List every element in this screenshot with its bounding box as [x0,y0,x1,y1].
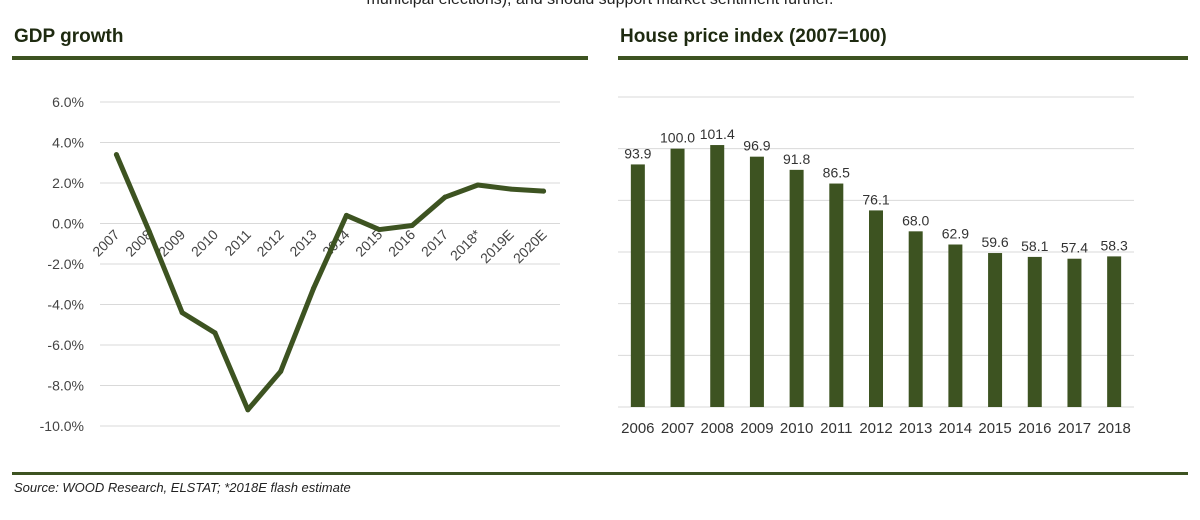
hpi-bar [630,164,645,407]
gdp-data-point [442,194,448,200]
hpi-x-tick-label: 2008 [701,420,734,437]
intro-text-fragment: municipal elections), and should support… [0,0,1200,9]
hpi-bar [869,210,883,407]
gdp-y-tick-label: -8.0% [47,378,84,394]
hpi-x-tick-label: 2006 [621,420,654,437]
gdp-data-point [541,188,547,194]
hpi-x-tick-label: 2018 [1097,420,1130,437]
gdp-y-tick-label: -2.0% [47,256,84,272]
gdp-x-tick-label: 2013 [286,226,319,259]
hpi-bar [670,148,685,407]
hpi-data-label: 91.8 [783,151,810,167]
gdp-data-point [278,368,284,374]
hpi-bar [1067,258,1082,407]
hpi-x-tick-label: 2016 [1018,420,1051,437]
gdp-y-tick-label: 4.0% [52,135,84,151]
hpi-bar [988,253,1003,407]
hpi-data-label: 101.4 [700,126,735,142]
hpi-bar [1027,256,1042,407]
hpi-x-tick-label: 2012 [859,420,892,437]
gdp-x-tick-label: 2012 [253,226,286,259]
hpi-data-label: 62.9 [942,226,969,242]
hpi-data-label: 76.1 [862,191,889,207]
gdp-x-tick-label: 2019E [477,226,517,266]
gdp-y-tick-label: 6.0% [52,94,84,110]
hpi-data-label: 68.0 [902,212,929,228]
hpi-data-label: 57.4 [1061,240,1088,256]
hpi-bar [749,156,764,407]
hpi-bar [908,231,923,407]
hpi-x-tick-label: 2009 [740,420,773,437]
gdp-data-point [475,182,481,188]
hpi-bar [710,145,725,408]
hpi-bar [829,183,844,407]
gdp-data-point [179,310,185,316]
hpi-bar [1107,256,1122,407]
gdp-x-tick-label: 2020E [510,226,550,266]
gdp-data-point [113,152,119,158]
gdp-data-point [376,227,382,233]
gdp-x-tick-label: 2007 [89,226,122,259]
gdp-title-rule [12,56,588,60]
house-price-index-chart: 93.9 2006 100.0 2007 101.4 2008 96.9 2009 91.8 20… [618,96,1134,437]
hpi-data-label: 93.9 [624,145,651,161]
hpi-data-label: 86.5 [823,165,850,181]
gdp-y-tick-label: 2.0% [52,175,84,191]
gdp-data-point [409,223,415,229]
footer-rule [12,472,1188,475]
gdp-growth-chart: 6.0% 4.0% 2.0% 0.0% -2.0% -4.0% -6.0% -8.0% -10.… [40,94,560,434]
hpi-data-label: 58.3 [1101,237,1128,253]
gdp-x-tick-label: 2017 [418,226,451,259]
gdp-data-point [343,212,349,218]
gdp-data-point [508,186,514,192]
gdp-data-point [311,285,317,291]
hpi-data-label: 59.6 [981,234,1008,250]
hpi-bar [789,169,804,407]
hpi-x-tick-label: 2011 [820,420,852,437]
gdp-x-tick-label: 2010 [188,226,221,259]
gdp-y-tick-label: -10.0% [40,418,84,434]
hpi-x-tick-label: 2014 [939,420,972,437]
hpi-bar [948,244,963,407]
gdp-x-tick-label: 2011 [221,226,254,259]
hpi-x-tick-label: 2017 [1058,420,1091,437]
house-price-chart-title: House price index (2007=100) [620,26,887,47]
gdp-growth-line [113,152,547,413]
house-price-title-rule [618,56,1188,60]
hpi-data-label: 96.9 [743,138,770,154]
hpi-x-tick-label: 2007 [661,420,694,437]
gdp-data-point [245,407,251,413]
gdp-chart-title: GDP growth [14,26,124,47]
gdp-data-point [146,229,152,235]
hpi-x-tick-label: 2010 [780,420,813,437]
gdp-x-tick-label: 2016 [385,226,418,259]
gdp-y-tick-label: -6.0% [47,337,84,353]
gdp-y-tick-label: 0.0% [52,216,84,232]
hpi-x-tick-label: 2015 [978,420,1011,437]
hpi-data-label: 58.1 [1021,238,1048,254]
gdp-y-tick-label: -4.0% [47,297,84,313]
gdp-data-point [212,330,218,336]
source-note: Source: WOOD Research, ELSTAT; *2018E fl… [14,480,351,495]
hpi-x-tick-label: 2013 [899,420,932,437]
hpi-data-label: 100.0 [660,130,695,146]
